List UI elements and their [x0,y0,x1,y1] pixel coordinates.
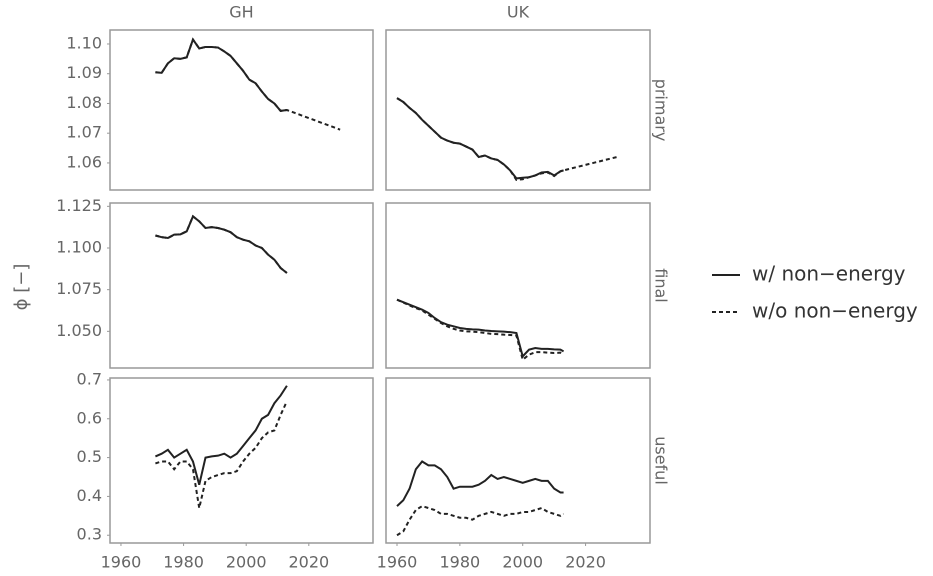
series-line [155,214,288,274]
series-line [155,214,288,274]
series-line [155,385,288,486]
series-line [396,97,564,180]
y-tick-label: 1.050 [56,321,102,340]
y-tick-label: 1.10 [66,33,102,52]
y-tick-label: 0.4 [77,486,102,505]
x-tick-label: 1960 [377,553,418,572]
x-tick-label: 1980 [439,553,480,572]
series-line [155,37,288,112]
series-line [155,400,288,509]
panel-border [109,202,374,369]
row-strip-label: useful [652,436,671,485]
column-strip-label: GH [229,3,253,22]
panel-border [385,202,651,369]
series-line [396,505,565,537]
row-strip-label: primary [652,79,671,142]
y-tick-label: 0.3 [77,525,102,544]
y-tick-label: 1.06 [66,152,102,171]
y-axis-label: ϕ [−] [11,264,32,311]
column-strip-label: UK [507,3,530,22]
panel-border [385,377,651,544]
x-tick-label: 2020 [288,553,329,572]
series-line [396,298,564,362]
x-tick-label: 2020 [565,553,606,572]
y-tick-label: 1.125 [56,196,102,215]
x-tick-label: 1960 [101,553,142,572]
panel-border [109,377,374,544]
y-tick-label: 0.6 [77,408,102,427]
series-line [155,37,341,131]
legend-label: w/ non−energy [752,262,906,286]
series-line [396,298,565,359]
x-tick-label: 2000 [226,553,267,572]
y-tick-label: 1.07 [66,123,102,142]
series-line [396,460,564,507]
panel-border [109,29,374,191]
y-tick-label: 1.075 [56,279,102,298]
panel-border [385,29,651,191]
y-tick-label: 1.100 [56,238,102,257]
y-tick-label: 1.08 [66,93,102,112]
y-tick-label: 0.5 [77,447,102,466]
y-tick-label: 0.7 [77,369,102,388]
x-tick-label: 2000 [502,553,543,572]
y-tick-label: 1.09 [66,63,102,82]
x-tick-label: 1980 [163,553,204,572]
row-strip-label: final [652,268,671,302]
legend-label: w/o non−energy [752,299,918,323]
